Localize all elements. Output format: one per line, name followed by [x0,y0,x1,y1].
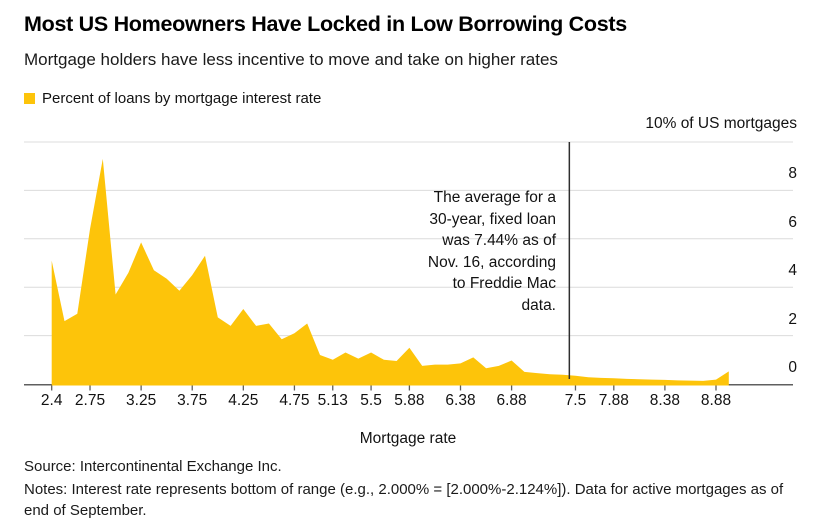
legend-label: Percent of loans by mortgage interest ra… [42,90,322,107]
chart-subtitle: Mortgage holders have less incentive to … [24,50,558,69]
annotation-line: data. [521,296,556,314]
y-tick-label: 4 [788,262,797,280]
x-tick-label: 8.88 [700,392,732,409]
x-tick-label: 4.75 [279,392,310,409]
annotation-line: to Freddie Mac [452,275,556,293]
x-tick-label: 6.88 [496,392,527,409]
annotation-line: The average for a [433,189,556,206]
x-tick-label: 3.75 [177,392,208,409]
x-tick-label: 3.25 [126,392,157,409]
annotation-text: The average for a 30-year, fixed loan wa… [428,187,556,317]
y-tick-label: 0 [788,359,797,376]
x-tick-label: 6.38 [445,392,476,409]
x-tick-label: 2.75 [74,392,106,409]
source-line: Source: Intercontinental Exchange Inc. [24,458,282,475]
y-tick-label: 6 [788,213,797,231]
y-tick-label: 2 [788,310,797,328]
annotation-line: Nov. 16, according [427,253,556,271]
x-tick-label: 7.88 [598,392,629,409]
x-tick-label: 5.88 [394,392,425,409]
x-tick-label: 7.5 [564,392,587,409]
annotation-line: 30-year, fixed loan [429,210,556,228]
x-tick-label: 2.4 [40,392,63,409]
y-axis-title: 10% of US mortgages [645,115,797,132]
x-tick-label: 5.13 [317,392,348,409]
page-title: Most US Homeowners Have Locked in Low Bo… [24,12,627,36]
x-axis-title: Mortgage rate [359,430,457,447]
x-tick-label: 8.38 [649,392,680,409]
x-tick-label: 5.5 [360,392,382,409]
area-series [51,158,729,386]
annotation-line: was 7.44% as of [442,232,556,250]
legend: Percent of loans by mortgage interest ra… [24,90,321,107]
notes-line: Notes: Interest rate represents bottom o… [24,481,784,519]
legend-swatch-icon [24,93,35,104]
x-tick-label: 4.25 [228,392,259,409]
y-tick-label: 8 [788,165,797,183]
